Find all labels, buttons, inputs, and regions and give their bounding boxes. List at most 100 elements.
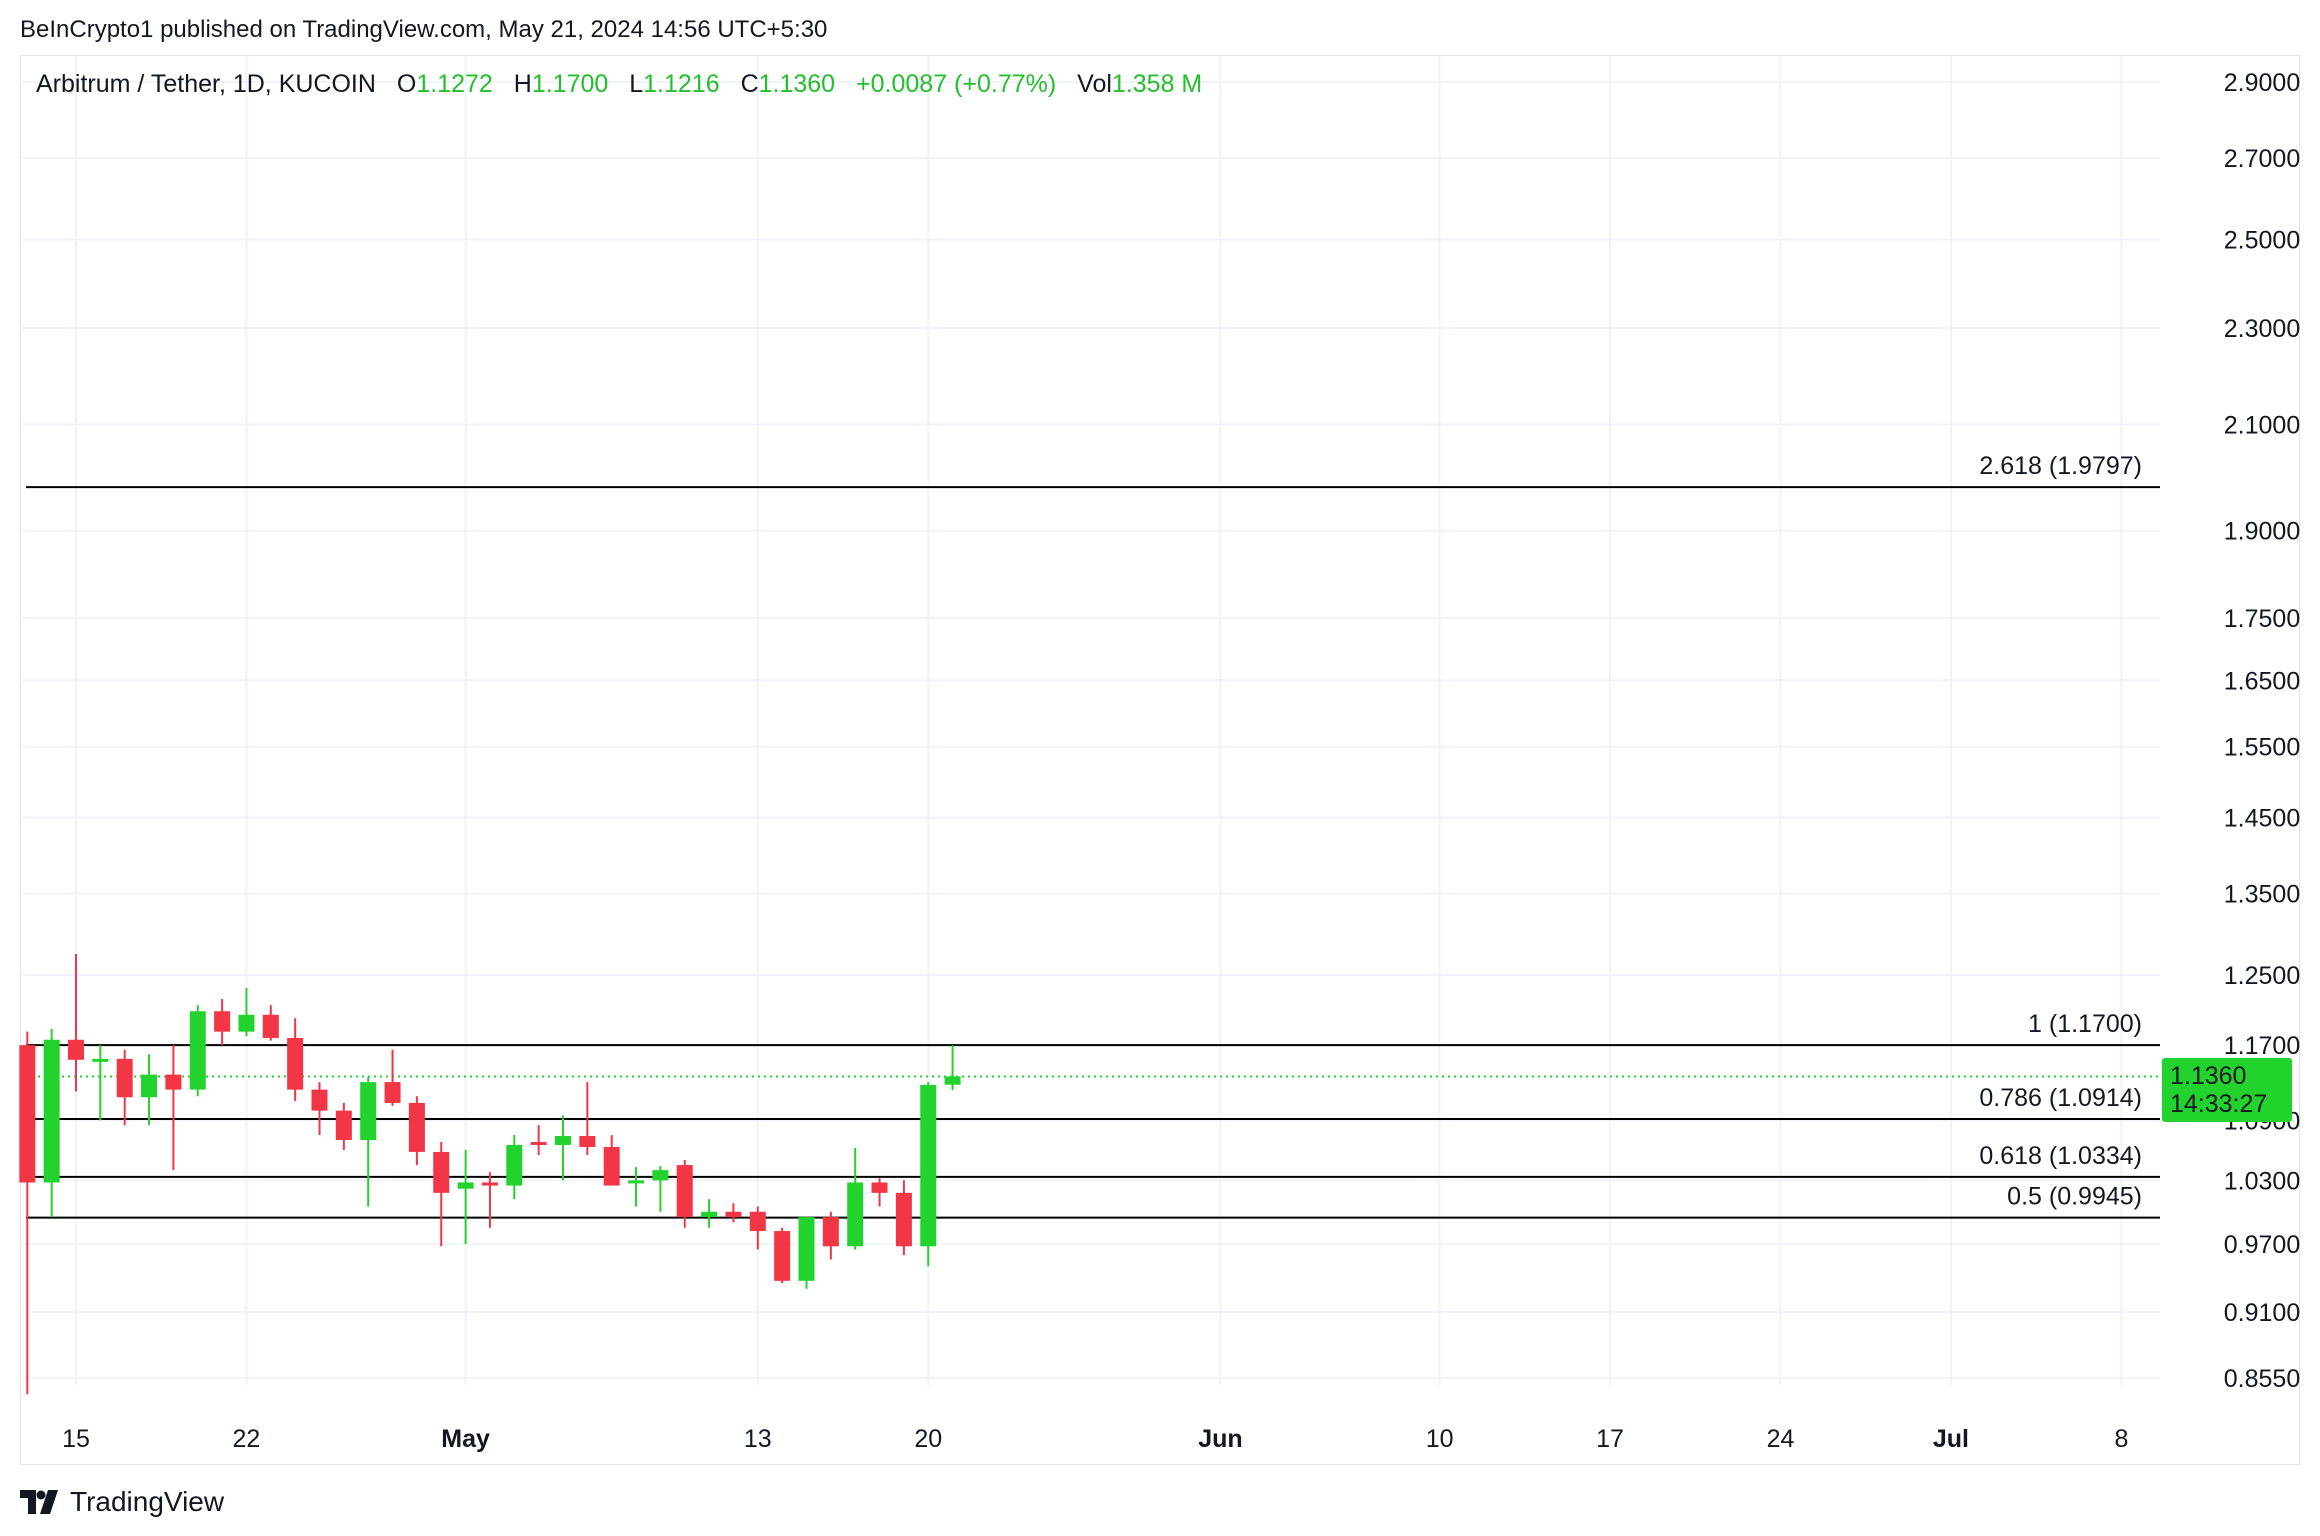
candle-body: [68, 1039, 84, 1060]
price-tick-label: 1.0300: [2224, 1167, 2300, 1195]
price-tick-label: 0.9700: [2224, 1231, 2300, 1259]
published-caption: BeInCrypto1 published on TradingView.com…: [20, 16, 828, 43]
last-price-tag: 1.1360 14:33:27: [2162, 1058, 2292, 1122]
candle-up: [652, 1166, 669, 1212]
fib-level-label: 0.786 (1.0914): [1979, 1084, 2142, 1112]
candle-body: [238, 1014, 255, 1032]
candle-down: [408, 1096, 425, 1166]
candle-body: [701, 1211, 718, 1218]
candle-body: [944, 1076, 961, 1085]
time-tick-label: 17: [1596, 1425, 1624, 1453]
price-tick-label: 1.2500: [2224, 962, 2300, 990]
candle-down: [262, 1005, 279, 1041]
candle-body: [116, 1058, 133, 1098]
candle-down: [749, 1206, 766, 1250]
candle-body: [579, 1136, 596, 1147]
candle-down: [530, 1125, 547, 1155]
volume-value: 1.358 M: [1111, 70, 1203, 98]
candle-body: [408, 1102, 425, 1152]
time-axis: 15 22 May 13 20 Jun 10 17 24 Jul 8: [62, 1425, 2128, 1453]
close-label: C: [740, 70, 759, 98]
fib-level-label: 2.618 (1.9797): [1979, 452, 2142, 480]
candle-body: [384, 1082, 401, 1103]
price-tick-label: 2.9000: [2224, 69, 2300, 97]
candle-body: [457, 1182, 474, 1189]
price-tick-label: 2.1000: [2224, 411, 2300, 439]
tradingview-footer[interactable]: TradingView: [20, 1486, 224, 1518]
candle-up: [701, 1199, 718, 1228]
fib-levels: 2.618 (1.9797) 1 (1.1700) 0.786 (1.0914) 0.…: [26, 452, 2160, 1219]
price-tick-label: 1.3500: [2224, 880, 2300, 908]
candle-body: [262, 1014, 279, 1038]
price-tick-label: 1.9000: [2224, 518, 2300, 546]
candle-body: [603, 1146, 620, 1186]
fib-level-label: 0.618 (1.0334): [1979, 1142, 2142, 1170]
candle-up: [457, 1149, 474, 1245]
candle-down: [603, 1135, 620, 1186]
candle-body: [871, 1182, 888, 1193]
candle-up: [141, 1054, 158, 1126]
time-tick-label: 10: [1426, 1425, 1454, 1453]
candle-up: [43, 1028, 60, 1218]
open-label: O: [396, 70, 417, 98]
candle-down: [725, 1203, 742, 1223]
candle-down: [433, 1141, 450, 1247]
candle-down: [68, 953, 84, 1092]
candles: [19, 953, 961, 1395]
time-tick-label: 8: [2114, 1425, 2128, 1453]
candle-body: [141, 1074, 158, 1098]
candle-down: [676, 1160, 693, 1228]
low-value: 1.1216: [643, 70, 720, 98]
candle-down: [165, 1045, 182, 1171]
open-value: 1.1272: [416, 70, 493, 98]
price-tick-label: 0.8550: [2224, 1365, 2300, 1393]
candle-body: [798, 1217, 815, 1281]
candle-down: [335, 1102, 352, 1150]
price-tick-label: 1.6500: [2224, 667, 2300, 695]
close-value: 1.1360: [758, 70, 836, 98]
low-label: L: [629, 70, 644, 98]
chart-frame: [20, 55, 2300, 1465]
candle-body: [530, 1141, 547, 1145]
volume-label: Vol: [1077, 70, 1112, 98]
candle-body: [189, 1011, 206, 1090]
candle-body: [92, 1058, 109, 1062]
price-tick-label: 1.4500: [2224, 805, 2300, 833]
candle-body: [360, 1082, 377, 1140]
time-tick-label: 15: [62, 1425, 90, 1453]
candle-down: [287, 1018, 304, 1102]
last-price-value: 1.1360: [2170, 1062, 2247, 1090]
candle-body: [555, 1136, 571, 1145]
candle-up: [360, 1077, 377, 1207]
candle-up: [189, 1005, 206, 1097]
candle-up: [920, 1082, 937, 1267]
high-label: H: [513, 70, 532, 98]
candle-down: [311, 1082, 328, 1136]
tradingview-brand-name: TradingView: [70, 1486, 225, 1517]
candle-down: [871, 1178, 888, 1207]
candle-down: [214, 999, 231, 1046]
price-tick-label: 0.9100: [2224, 1299, 2300, 1327]
time-tick-label: May: [441, 1425, 490, 1453]
candle-body: [920, 1084, 937, 1247]
candle-body: [506, 1144, 523, 1186]
candle-body: [774, 1231, 791, 1281]
candle-body: [311, 1089, 328, 1111]
time-tick-label: Jul: [1933, 1425, 1969, 1453]
candle-body: [43, 1039, 60, 1183]
price-tick-label: 1.1700: [2224, 1032, 2300, 1060]
candle-up: [628, 1167, 645, 1207]
candle-body: [433, 1151, 450, 1193]
candle-down: [895, 1180, 912, 1256]
candle-body: [822, 1217, 839, 1247]
candle-body: [725, 1211, 742, 1218]
candle-body: [287, 1037, 304, 1090]
grid-layer: [20, 56, 2160, 1385]
candle-down: [481, 1172, 498, 1228]
price-axis: 2.9000 2.7000 2.5000 2.3000 2.1000 1.9000 1.75…: [2224, 69, 2300, 1393]
candle-body: [628, 1180, 645, 1184]
symbol-legend: Arbitrum / Tether, 1D, KUCOIN O1.1272 H1…: [36, 70, 1202, 99]
high-value: 1.1700: [531, 70, 609, 98]
symbol-name: Arbitrum / Tether, 1D, KUCOIN: [36, 70, 376, 98]
